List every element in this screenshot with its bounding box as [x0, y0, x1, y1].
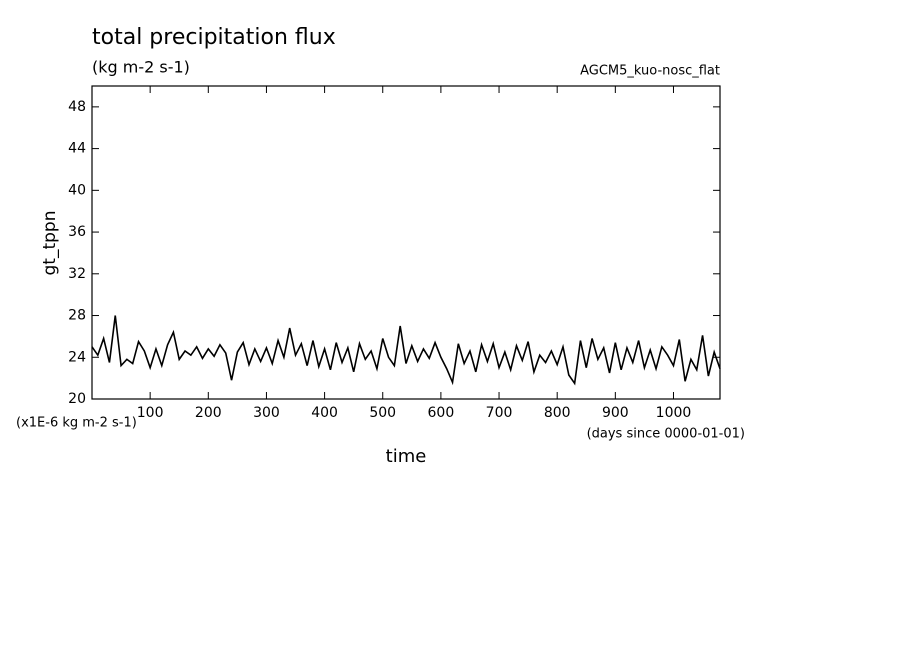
y-tick-label: 20 — [68, 391, 86, 407]
x-tick-label: 800 — [544, 405, 571, 421]
data-line — [91, 315, 721, 386]
x-tick-label: 300 — [253, 405, 280, 421]
y-unit-note: (x1E-6 kg m-2 s-1) — [16, 416, 137, 431]
x-tick-label: 1000 — [656, 405, 692, 421]
x-tick-label: 400 — [311, 405, 338, 421]
plot-frame — [91, 85, 721, 400]
x-tick-label: 200 — [195, 405, 222, 421]
y-tick-label: 28 — [68, 308, 86, 324]
y-tick-label: 24 — [68, 349, 86, 365]
x-tick-label: 600 — [428, 405, 455, 421]
y-tick-label: 32 — [68, 266, 86, 282]
x-tick-label: 100 — [137, 405, 164, 421]
y-axis-label: gt_tppn — [40, 211, 60, 276]
x-tick-label: 500 — [369, 405, 396, 421]
y-tick-label: 48 — [68, 99, 86, 115]
y-tick-label: 36 — [68, 224, 86, 240]
x-unit-note: (days since 0000-01-01) — [587, 427, 745, 442]
y-tick-label: 40 — [68, 182, 86, 198]
annotation: AGCM5_kuo-nosc_flat — [580, 64, 720, 79]
chart-title: total precipitation flux — [92, 25, 336, 50]
y-tick-label: 44 — [68, 141, 86, 157]
x-tick-label: 700 — [486, 405, 513, 421]
chart-subtitle: (kg m-2 s-1) — [92, 58, 190, 77]
x-tick-label: 900 — [602, 405, 629, 421]
x-axis-label: time — [386, 446, 427, 467]
